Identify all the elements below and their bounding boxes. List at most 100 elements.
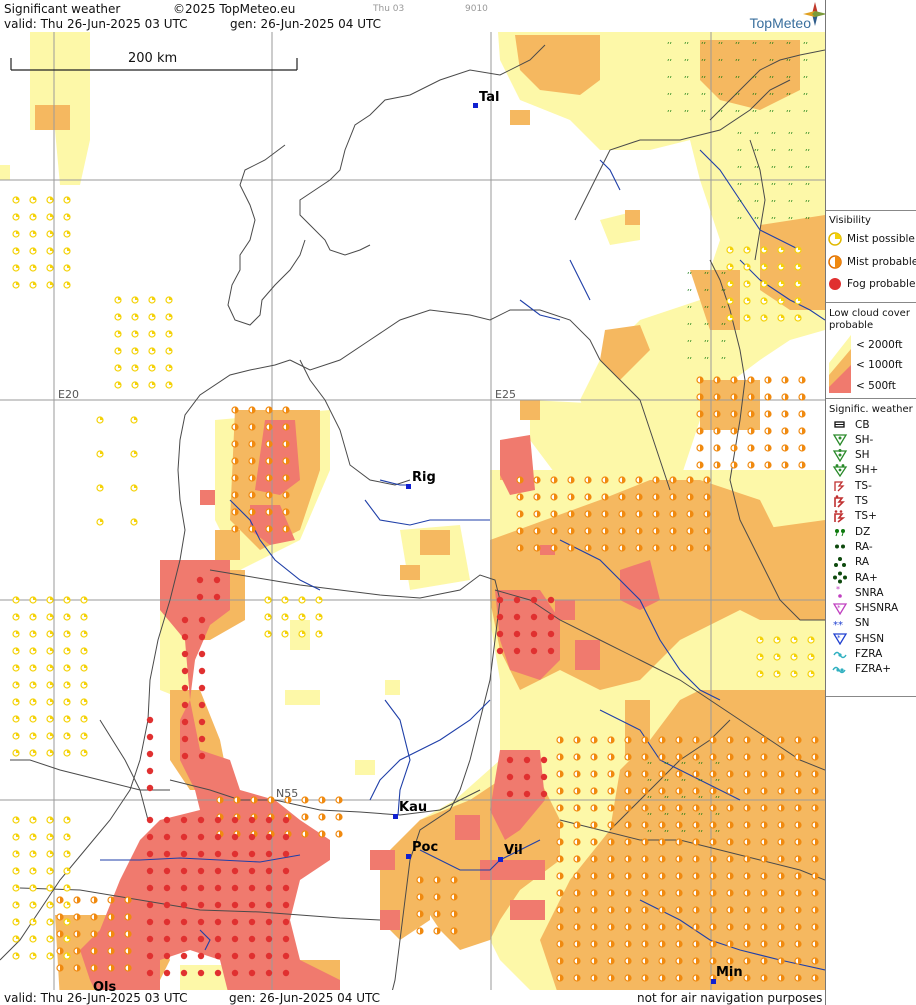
mist-probable-symbol <box>811 957 819 965</box>
fog-symbol <box>282 816 290 824</box>
legend-mist-probable-label: Mist probable <box>847 255 916 268</box>
mist-probable-symbol <box>573 957 581 965</box>
mist-probable-symbol <box>675 974 683 982</box>
mist-possible-symbol <box>760 246 768 254</box>
mist-possible-symbol <box>264 596 272 604</box>
legend-sig-label: SHSNRA <box>855 602 899 615</box>
mist-probable-symbol <box>692 838 700 846</box>
fog-symbol <box>214 952 222 960</box>
mist-probable-symbol <box>777 957 785 965</box>
mist-probable-symbol <box>781 376 789 384</box>
mist-possible-symbol <box>726 314 734 322</box>
mist-possible-symbol <box>148 381 156 389</box>
drizzle-symbol: ,, <box>698 756 703 765</box>
drizzle-symbol: ,, <box>805 177 810 186</box>
mist-probable-symbol <box>533 544 541 552</box>
mist-probable-symbol <box>726 855 734 863</box>
fog-symbol <box>231 952 239 960</box>
drizzle-symbol: ,, <box>754 177 759 186</box>
mist-possible-symbol <box>12 918 20 926</box>
mist-possible-symbol <box>281 596 289 604</box>
drizzle-symbol: ,, <box>664 824 669 833</box>
mist-probable-symbol <box>760 838 768 846</box>
legend-sig-label: SHSN <box>855 632 885 645</box>
mist-probable-symbol <box>624 906 632 914</box>
mist-probable-symbol <box>641 804 649 812</box>
drizzle-symbol: ,, <box>771 126 776 135</box>
mist-probable-symbol <box>794 736 802 744</box>
mist-probable-symbol <box>811 838 819 846</box>
mist-possible-symbol <box>63 850 71 858</box>
mist-probable-symbol <box>590 787 598 795</box>
mist-probable-symbol <box>556 855 564 863</box>
mist-probable-symbol <box>709 804 717 812</box>
mist-probable-symbol <box>624 923 632 931</box>
fog-symbol <box>282 935 290 943</box>
mist-probable-symbol <box>692 736 700 744</box>
mist-probable-symbol <box>590 940 598 948</box>
fog-symbol <box>248 867 256 875</box>
mist-possible-symbol <box>80 596 88 604</box>
mist-possible-symbol <box>63 867 71 875</box>
fog-symbol <box>496 596 504 604</box>
city-marker-min <box>711 979 716 984</box>
drizzle-symbol: ,, <box>681 756 686 765</box>
mist-possible-symbol <box>29 230 37 238</box>
mist-possible-symbol <box>63 247 71 255</box>
mist-probable-symbol <box>556 923 564 931</box>
mist-probable-symbol <box>686 527 694 535</box>
mist-probable-symbol <box>777 804 785 812</box>
mist-possible-symbol <box>63 749 71 757</box>
legend-panel: Visibility Mist possible Mist probable F… <box>825 0 916 1005</box>
mist-probable-symbol <box>601 544 609 552</box>
fog-symbol <box>496 613 504 621</box>
mist-possible-symbol <box>760 314 768 322</box>
mist-possible-symbol <box>29 264 37 272</box>
mist-probable-symbol <box>669 527 677 535</box>
mist-possible-symbol <box>29 715 37 723</box>
freezing-rain-heavy-icon <box>832 663 851 676</box>
fog-symbol <box>146 716 154 724</box>
drizzle-symbol: ,, <box>701 36 706 45</box>
mist-probable-symbol <box>624 889 632 897</box>
mist-probable-symbol <box>607 855 615 863</box>
fog-symbol <box>146 867 154 875</box>
fog-symbol <box>214 969 222 977</box>
legend-sig-snra: * SNRA <box>832 585 884 600</box>
drizzle-symbol: ,, <box>664 756 669 765</box>
mist-possible-symbol <box>743 263 751 271</box>
mist-probable-symbol <box>56 964 64 972</box>
fog-symbol <box>198 650 206 658</box>
mist-probable-symbol <box>709 889 717 897</box>
mist-probable-symbol <box>743 889 751 897</box>
mist-probable-symbol <box>567 476 575 484</box>
mist-possible-symbol <box>96 450 104 458</box>
mist-probable-symbol <box>516 493 524 501</box>
mist-probable-symbol <box>433 910 441 918</box>
city-label-kau: Kau <box>399 800 428 815</box>
drizzle-symbol: ,, <box>771 143 776 152</box>
mist-probable-symbol <box>675 923 683 931</box>
mist-possible-symbol <box>80 647 88 655</box>
mist-possible-symbol <box>63 664 71 672</box>
mist-probable-symbol <box>584 527 592 535</box>
drizzle-symbol: ,, <box>701 53 706 62</box>
drizzle-symbol: ,, <box>771 211 776 220</box>
mist-probable-symbol <box>743 974 751 982</box>
mist-possible-icon <box>828 231 842 246</box>
legend-sig-cb: CB <box>832 417 870 432</box>
fog-symbol <box>214 901 222 909</box>
mist-probable-symbol <box>777 855 785 863</box>
mist-probable-symbol <box>794 906 802 914</box>
mist-possible-symbol <box>12 935 20 943</box>
mist-probable-symbol <box>618 510 626 518</box>
mist-probable-symbol <box>658 787 666 795</box>
mist-probable-symbol <box>282 491 290 499</box>
mist-possible-symbol <box>131 330 139 338</box>
drizzle-symbol: ,, <box>721 283 726 292</box>
mist-probable-symbol <box>590 770 598 778</box>
mist-probable-symbol <box>556 906 564 914</box>
mist-possible-symbol <box>63 281 71 289</box>
mist-possible-symbol <box>165 330 173 338</box>
fog-symbol <box>180 918 188 926</box>
